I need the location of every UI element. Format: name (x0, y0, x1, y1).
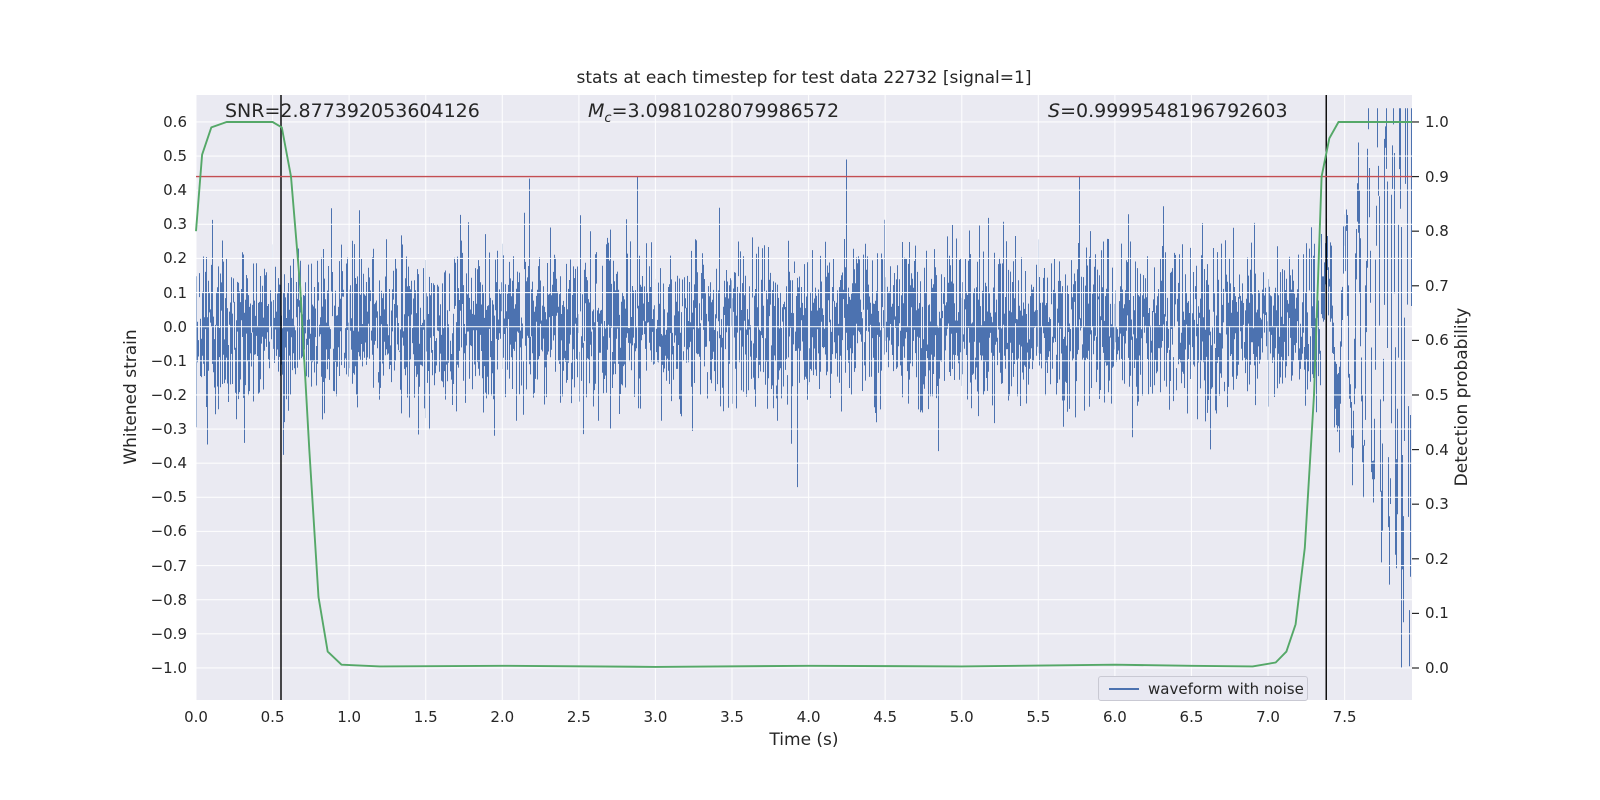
detection-probability-series (195, 121, 1412, 668)
tick-label: 0.1 (163, 283, 187, 302)
tick-label: −0.7 (150, 556, 187, 575)
tick-label: 0.1 (1425, 604, 1449, 623)
annotation-s-eq: = (1060, 100, 1076, 122)
tick-label: 0.7 (1425, 276, 1449, 295)
annotation-snr: SNR=2.877392053604126 (225, 100, 480, 122)
tick-label: −0.8 (150, 590, 187, 609)
tick-label: −1.0 (150, 658, 187, 677)
tick-label: 0.4 (163, 181, 187, 200)
y-axis-label-left: Whitened strain (121, 329, 141, 465)
tick-label: 0.0 (1425, 659, 1449, 677)
tick-label: 0.3 (163, 215, 187, 234)
tick-label: 0.9 (1425, 167, 1449, 186)
annotation-s-var: S (1048, 100, 1061, 122)
tick-label: 6.0 (1102, 708, 1127, 726)
legend-label: waveform with noise (1148, 679, 1304, 698)
tick-label: 0.0 (163, 317, 187, 336)
annotation-mc-value: 3.0981028079986572 (627, 100, 840, 122)
tick-label: 1.5 (413, 708, 438, 726)
tick-label: 0.5 (1425, 385, 1449, 404)
tick-label: −0.3 (150, 420, 187, 439)
tick-label: 0.5 (163, 147, 187, 166)
tick-label: 0.3 (1425, 495, 1449, 514)
tick-label: 1.0 (337, 708, 362, 726)
annotation-snr-text: SNR=2.877392053604126 (225, 100, 480, 122)
tick-label: 5.5 (1026, 708, 1051, 726)
annotation-chirp-mass: Mc=3.0981028079986572 (588, 100, 839, 126)
tick-label: 0.5 (260, 708, 285, 726)
annotation-mc-eq: = (611, 100, 628, 122)
legend: waveform with noise (1098, 676, 1308, 701)
tick-label: 0.0 (184, 708, 208, 726)
annotation-mc-sub: c (604, 110, 612, 126)
tick-label: −0.9 (150, 624, 187, 643)
tick-label: −0.5 (150, 488, 187, 507)
tick-label: 0.8 (1425, 222, 1449, 241)
tick-label: 2.0 (490, 708, 515, 726)
tick-label: 4.5 (873, 708, 898, 726)
tick-label: 0.4 (1425, 440, 1449, 459)
tick-label: 0.6 (163, 112, 187, 131)
tick-label: 0.6 (1425, 331, 1449, 350)
tick-label: 3.5 (720, 708, 744, 726)
annotation-sigmoid: S=0.9999548196792603 (1048, 100, 1288, 122)
legend-line-sample (1109, 687, 1139, 690)
tick-label: −0.4 (150, 454, 187, 473)
annotation-mc-var: M (588, 100, 605, 122)
chart-title: stats at each timestep for test data 227… (576, 68, 1032, 88)
tick-label: 3.0 (643, 708, 668, 726)
tick-label: 6.5 (1179, 708, 1204, 726)
tick-label: −0.2 (150, 385, 187, 404)
y-axis-label-right: Detection probability (1452, 307, 1472, 487)
tick-label: 1.0 (1425, 112, 1449, 131)
tick-label: 0.2 (163, 249, 187, 268)
tick-label: 5.0 (949, 708, 974, 726)
tick-label: 2.5 (566, 708, 591, 726)
x-axis-label: Time (s) (769, 730, 839, 750)
tick-label: 7.5 (1332, 708, 1357, 726)
tick-label: −0.6 (150, 522, 187, 541)
tick-label: 4.0 (796, 708, 821, 726)
annotation-s-value: 0.9999548196792603 (1075, 100, 1288, 122)
tick-label: 7.0 (1256, 708, 1280, 726)
tick-label: 0.2 (1425, 549, 1449, 568)
tick-label: −0.1 (150, 351, 187, 370)
